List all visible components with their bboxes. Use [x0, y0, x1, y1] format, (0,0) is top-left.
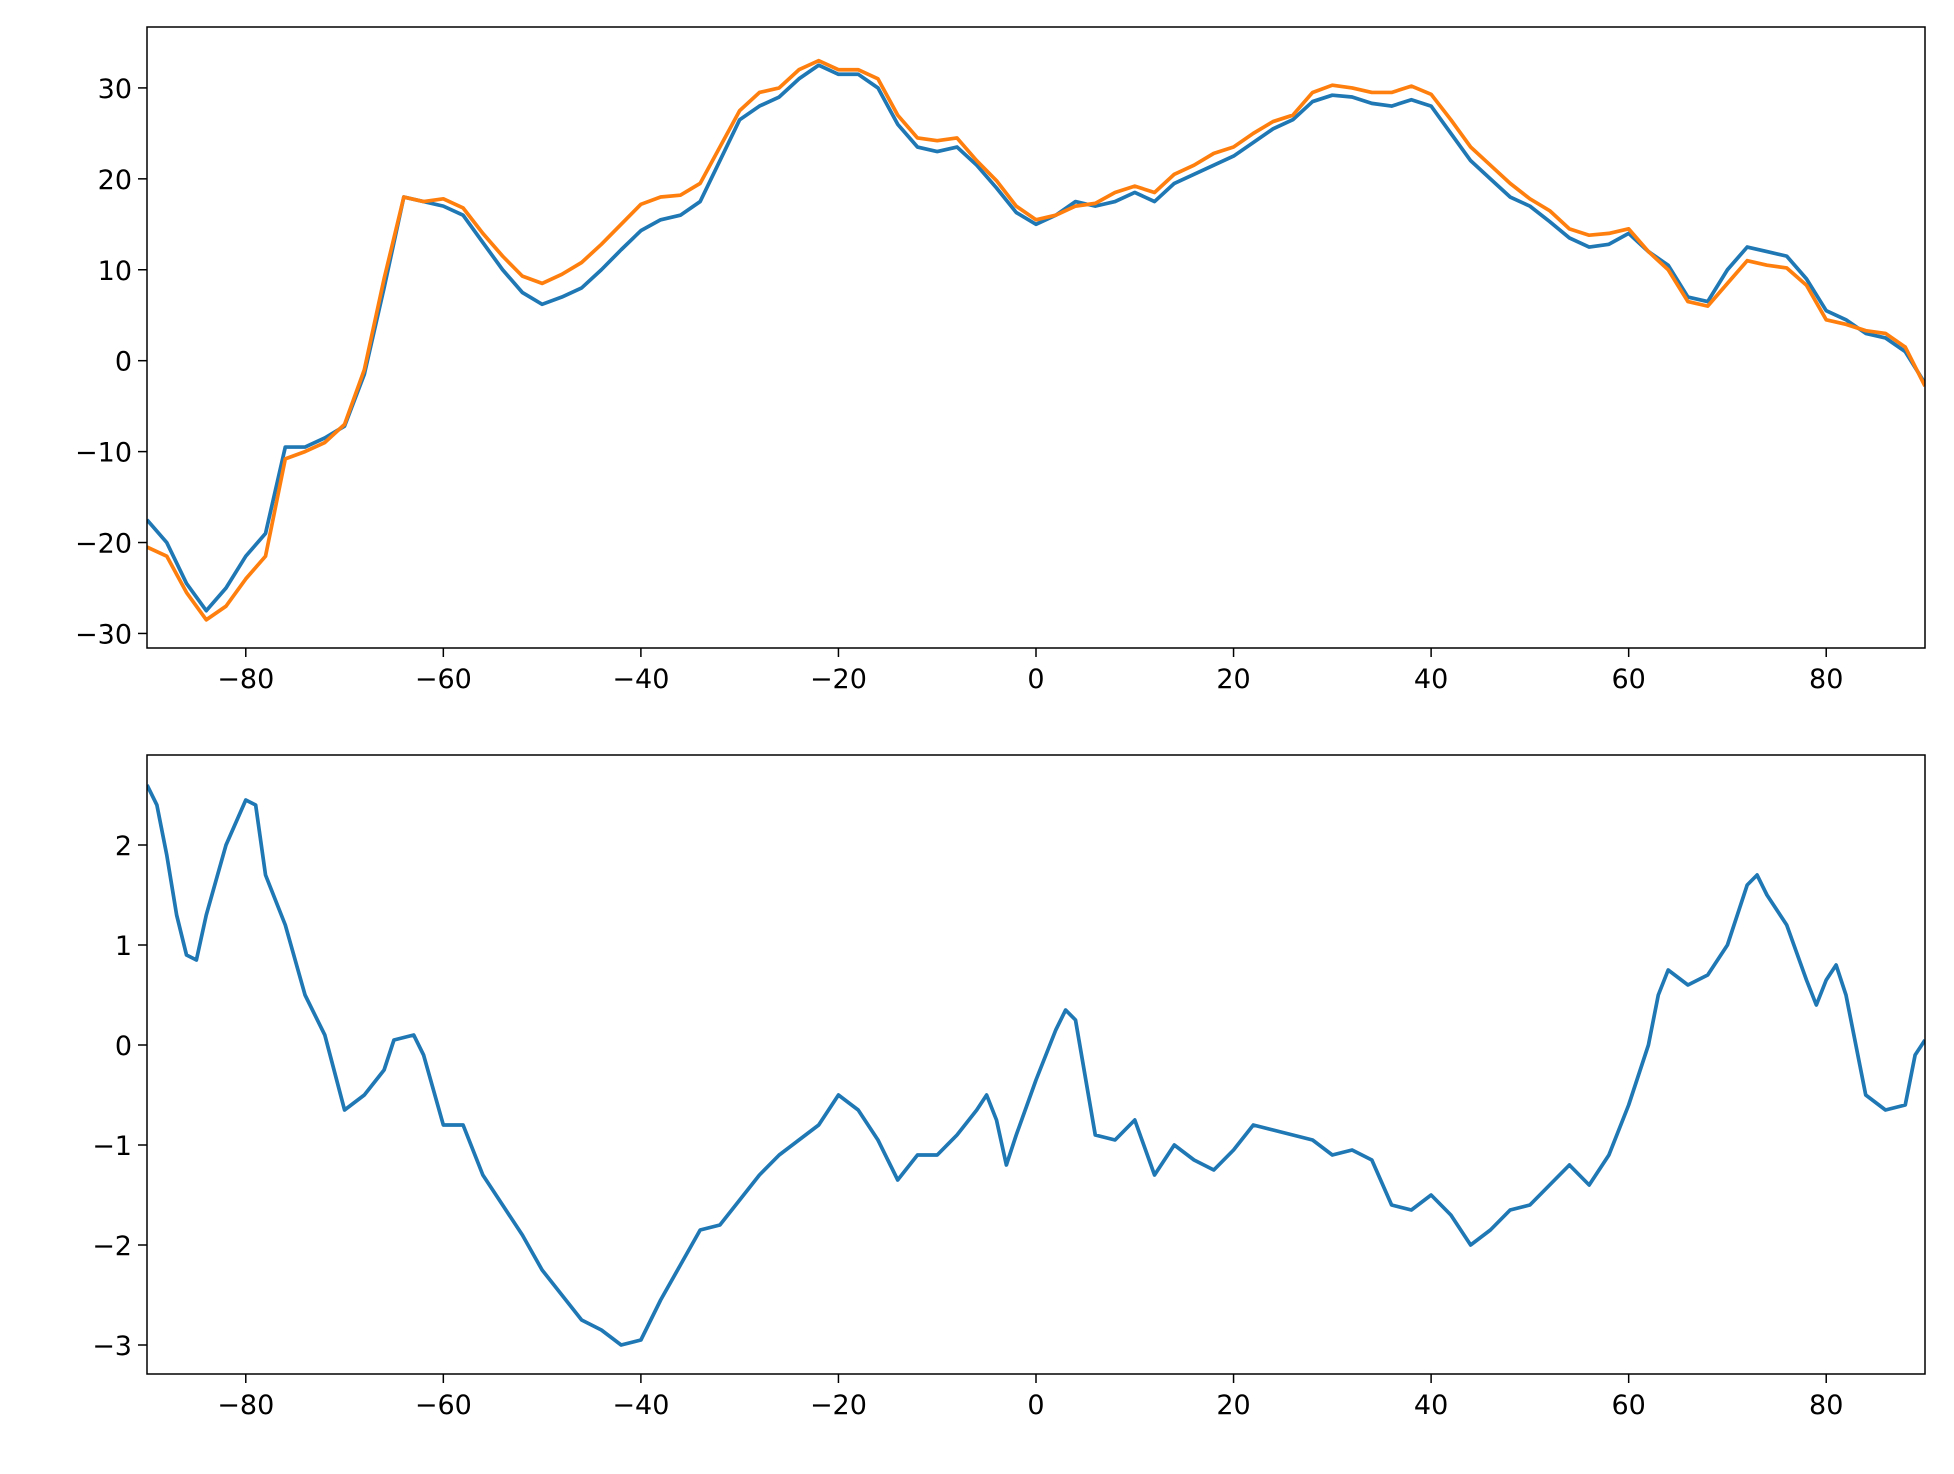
y-tick-label: −3 — [92, 1331, 132, 1362]
y-tick-label: −1 — [92, 1131, 132, 1162]
x-tick-label: 40 — [1414, 664, 1448, 695]
x-tick-label: −20 — [810, 664, 867, 695]
y-tick-label: 0 — [115, 1031, 132, 1062]
x-tick-label: 0 — [1027, 664, 1044, 695]
y-tick-label: 10 — [98, 256, 132, 287]
x-tick-label: 80 — [1809, 1390, 1843, 1421]
x-tick-label: 20 — [1216, 1390, 1250, 1421]
x-tick-label: −60 — [415, 664, 472, 695]
line-series — [147, 784, 1925, 1347]
axes-frame — [146, 26, 1926, 649]
x-tick-label: 20 — [1216, 664, 1250, 695]
y-tick-label: 1 — [115, 931, 132, 962]
y-tick-label: −20 — [75, 529, 132, 560]
x-tick-label: −20 — [810, 1390, 867, 1421]
axes-frame — [146, 754, 1926, 1375]
axes: −80 −60 −40 −20 0 20 40 60 80 −30 −20 −10 0 10 20 30 — [75, 26, 1926, 695]
x-tick-label: −40 — [612, 1390, 669, 1421]
x-tick-label: 60 — [1611, 664, 1645, 695]
x-tick-label: −80 — [217, 1390, 274, 1421]
y-tick-label: −2 — [92, 1231, 132, 1262]
y-tick-label: −30 — [75, 619, 132, 650]
line-series — [147, 58, 1925, 622]
x-tick-label: 0 — [1027, 1390, 1044, 1421]
y-tick-label: 20 — [98, 165, 132, 196]
x-tick-label: −40 — [612, 664, 669, 695]
x-tick-label: −60 — [415, 1390, 472, 1421]
x-tick-label: 40 — [1414, 1390, 1448, 1421]
axes: −80 −60 −40 −20 0 20 40 60 80 −3 −2 −1 0 1 2 — [92, 754, 1926, 1421]
line-series — [147, 63, 1925, 613]
x-tick-label: 60 — [1611, 1390, 1645, 1421]
y-tick-label: 30 — [98, 74, 132, 105]
y-tick-label: −10 — [75, 438, 132, 469]
x-tick-label: 80 — [1809, 664, 1843, 695]
y-tick-label: 0 — [115, 347, 132, 378]
y-tick-label: 2 — [115, 831, 132, 862]
x-tick-label: −80 — [217, 664, 274, 695]
